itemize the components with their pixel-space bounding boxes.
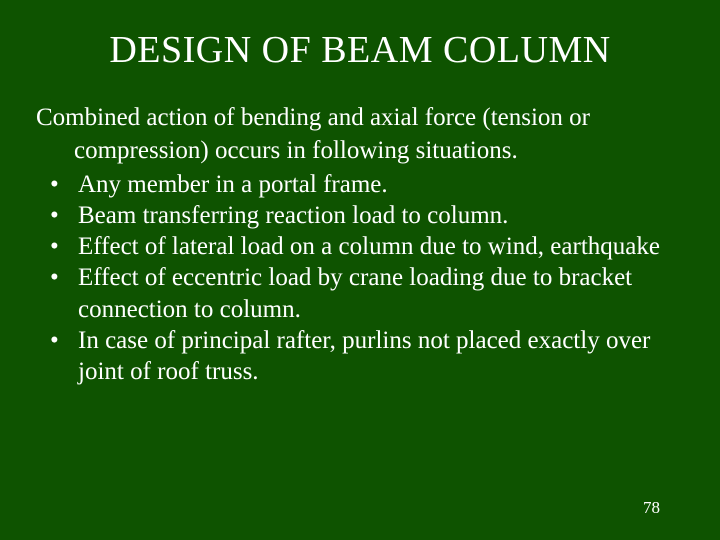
intro-text-line1: Combined action of bending and axial for… [36,102,684,133]
list-item: Beam transferring reaction load to colum… [36,200,684,231]
list-item: Effect of eccentric load by crane loadin… [36,262,684,325]
list-item: In case of principal rafter, purlins not… [36,325,684,388]
page-number: 78 [643,498,660,518]
list-item: Any member in a portal frame. [36,169,684,200]
slide-title: DESIGN OF BEAM COLUMN [36,28,684,72]
intro-text-line2: compression) occurs in following situati… [36,135,684,166]
bullet-list: Any member in a portal frame. Beam trans… [36,169,684,388]
list-item: Effect of lateral load on a column due t… [36,231,684,262]
